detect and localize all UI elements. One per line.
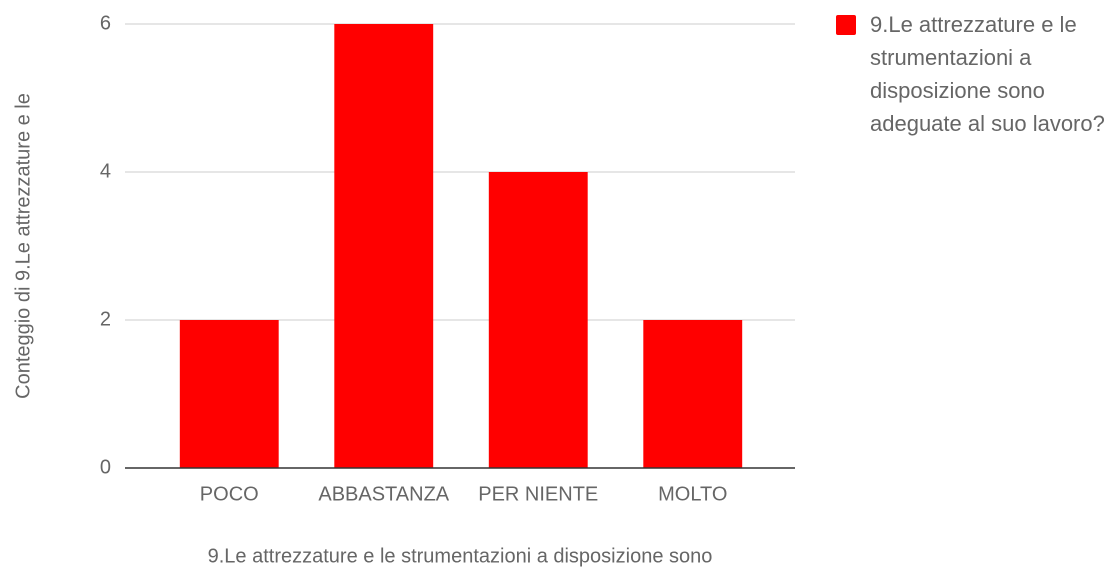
bar: [488, 172, 588, 468]
bar: [643, 320, 743, 468]
x-tick-label: PER NIENTE: [478, 483, 598, 505]
legend-label: 9.Le attrezzature e le strumentazioni a …: [870, 12, 1105, 136]
bar: [334, 24, 434, 468]
y-tick-label: 2: [100, 308, 111, 330]
x-tick-label: ABBASTANZA: [318, 483, 449, 505]
x-tick-label: POCO: [200, 483, 259, 505]
y-tick-label: 0: [100, 456, 111, 478]
y-axis-label: Conteggio di 9.Le attrezzature e le: [12, 93, 34, 399]
x-axis-label: 9.Le attrezzature e le strumentazioni a …: [208, 545, 713, 567]
legend-text-box: 9.Le attrezzature e le strumentazioni a …: [870, 12, 1105, 136]
x-tick-label: MOLTO: [658, 483, 727, 505]
y-tick-label: 4: [100, 160, 111, 182]
y-tick-label: 6: [100, 12, 111, 34]
bar: [179, 320, 279, 468]
legend-swatch: [836, 15, 856, 35]
